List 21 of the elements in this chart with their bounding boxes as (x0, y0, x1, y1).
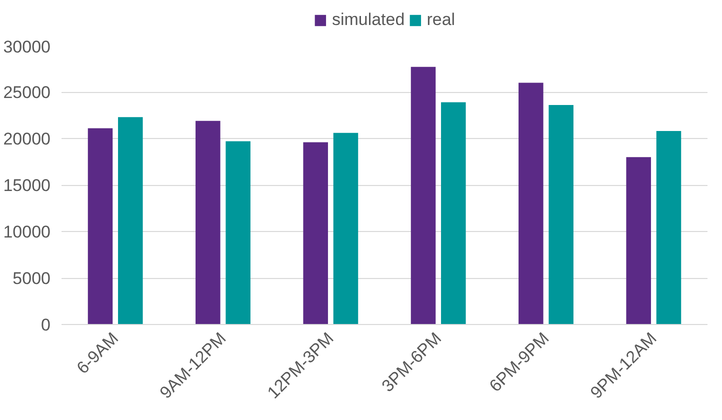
y-tick-label: 0 (41, 316, 51, 334)
y-tick-label: 25000 (3, 83, 51, 102)
bar (333, 132, 358, 324)
bar (226, 141, 250, 324)
bar (88, 128, 113, 324)
bar (548, 105, 574, 324)
bar (626, 157, 651, 324)
bar (410, 66, 436, 324)
bar (518, 82, 544, 324)
bar (441, 102, 466, 324)
y-tick-label: 20000 (3, 130, 51, 148)
legend-label: simulated (332, 10, 405, 30)
bar (303, 142, 328, 324)
legend-label: real (426, 10, 456, 30)
bar (656, 131, 682, 324)
y-tick-label: 10000 (3, 222, 51, 242)
y-tick-label: 5000 (12, 269, 51, 288)
bar (196, 120, 220, 324)
y-tick-label: 30000 (3, 38, 51, 56)
y-tick-label: 15000 (3, 176, 51, 195)
bar (118, 117, 143, 324)
